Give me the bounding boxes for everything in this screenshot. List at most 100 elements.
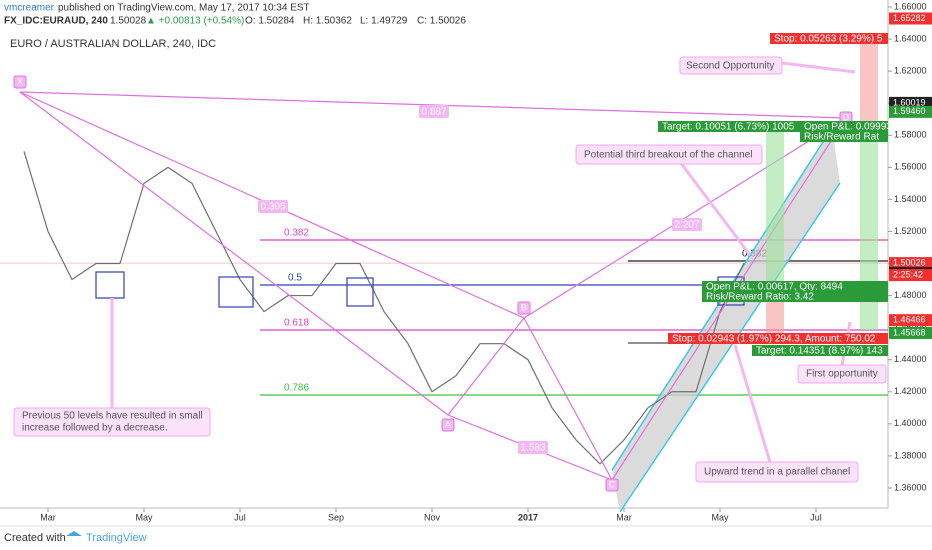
price: 1.50028 <box>110 16 147 27</box>
pattern-point: A <box>445 419 451 429</box>
note-pointer <box>733 344 772 463</box>
highlight-box <box>95 271 125 299</box>
price-tag-label: 1.60019 <box>893 97 926 107</box>
x-tick-label: May <box>135 512 153 522</box>
countdown-tag <box>889 269 932 282</box>
pattern-point-box <box>517 301 531 315</box>
countdown: 2:25:42 <box>893 269 923 279</box>
footer-brand[interactable]: TradingView <box>86 532 147 544</box>
position-box <box>770 33 888 44</box>
ratio-box <box>518 441 548 454</box>
ratio-label: 1.583 <box>520 443 545 454</box>
ratio-box <box>258 200 288 213</box>
position-label: Target: 0.14351 (8.97%) 143 <box>756 346 883 357</box>
pattern-point: X <box>17 76 23 86</box>
pattern-point: B <box>521 302 527 312</box>
y-tick-label: 1.38000 <box>894 450 927 460</box>
position-label: Risk/Reward Ratio: 3.42 <box>706 292 814 303</box>
x-tick-label: May <box>711 512 729 522</box>
x-tick-label: Jul <box>234 512 246 522</box>
position-box <box>702 291 888 302</box>
price-tag <box>889 105 932 118</box>
note-box <box>679 56 783 75</box>
price-tag-label: 1.50026 <box>893 257 926 267</box>
x-tick-label: Nov <box>424 512 441 522</box>
note-pointer <box>678 161 752 256</box>
y-tick-label: 1.44000 <box>894 354 927 364</box>
position-box <box>800 131 888 142</box>
price-tag-label: 1.46466 <box>893 315 926 325</box>
low: L: 1.49729 <box>360 16 408 27</box>
x-tick-label: 2017 <box>518 512 538 522</box>
note-text: Second Opportunity <box>686 61 774 72</box>
y-tick-label: 1.52000 <box>894 226 927 236</box>
open: O: 1.50284 <box>245 16 295 27</box>
note-pointer <box>781 61 856 74</box>
y-tick-label: 1.66000 <box>894 1 927 11</box>
price-tag <box>889 12 932 25</box>
channel-lower <box>619 182 841 513</box>
highlight-box <box>346 277 374 307</box>
y-tick-label: 1.36000 <box>894 482 927 492</box>
stop-zone <box>860 42 878 135</box>
position-label: Target: 0.10051 (6.73%) 1005 <box>662 122 795 133</box>
published: published on TradingView.com, May 17, 20… <box>58 3 310 14</box>
pattern-leg <box>19 91 449 416</box>
x-tick-label: Mar <box>616 512 632 522</box>
note-box <box>797 364 887 384</box>
pattern-point-box <box>13 75 27 89</box>
price-tag-label: 1.59460 <box>893 106 926 116</box>
note-text: Previous 50 levels have resulted in smal… <box>22 411 203 422</box>
price-tag <box>889 314 932 327</box>
price-line <box>23 151 745 465</box>
fib-label: 0.618 <box>284 318 309 329</box>
position-box <box>702 281 888 292</box>
note-box <box>13 407 211 437</box>
note-text: increase followed by a decrease. <box>22 423 168 434</box>
y-tick-label: 1.62000 <box>894 66 927 76</box>
price-tag <box>889 326 932 339</box>
position-box <box>658 121 804 132</box>
pattern-point-box <box>605 478 619 492</box>
pattern-point: C <box>609 479 616 489</box>
fib-label: 0.5 <box>288 273 302 284</box>
ratio-label: 2.207 <box>674 220 699 231</box>
y-tick-label: 1.64000 <box>894 33 927 43</box>
pattern-point: D <box>843 112 850 122</box>
target-zone <box>766 132 784 285</box>
position-label: Open P&L: 0.09993 <box>804 122 892 133</box>
price-tag-label: 1.65282 <box>893 13 926 23</box>
position-box <box>800 121 888 132</box>
position-box <box>668 333 888 344</box>
fib-label: 0.382 <box>284 228 309 239</box>
x-tick-label: Sep <box>328 512 344 522</box>
y-tick-label: 1.58000 <box>894 130 927 140</box>
ratio-label: 0.887 <box>421 107 446 118</box>
pattern-leg <box>523 317 613 481</box>
close: C: 1.50026 <box>417 16 466 27</box>
x-tick-label: Jul <box>810 512 822 522</box>
position-label: Open P&L: 0.00617, Qty: 8494 <box>706 282 843 293</box>
y-tick-label: 1.56000 <box>894 162 927 172</box>
footer-created: Created with <box>4 532 66 544</box>
y-tick-label: 1.54000 <box>894 194 927 204</box>
author[interactable]: vmcreamer <box>4 3 55 14</box>
change: ▲ +0.00813 (+0.54%) <box>146 16 244 27</box>
note-text: First opportunity <box>806 369 878 380</box>
note-box <box>695 461 859 483</box>
price-tag <box>889 257 932 270</box>
pattern-point-box <box>441 418 455 432</box>
high: H: 1.50362 <box>303 16 352 27</box>
note-text: Potential third breakout of the channel <box>584 150 752 161</box>
ratio-box <box>419 105 449 118</box>
tv-logo <box>66 531 82 536</box>
x-tick-label: Mar <box>40 512 56 522</box>
fib-label: 0.786 <box>284 383 309 394</box>
note-box <box>575 144 763 165</box>
ratio-box <box>672 218 702 231</box>
position-label: Stop: 0.02943 (1.97%) 294.3, Amount: 750… <box>672 334 876 345</box>
position-label: Stop: 0.05263 (3.29%) 5 <box>774 34 883 45</box>
position-box <box>752 345 888 356</box>
